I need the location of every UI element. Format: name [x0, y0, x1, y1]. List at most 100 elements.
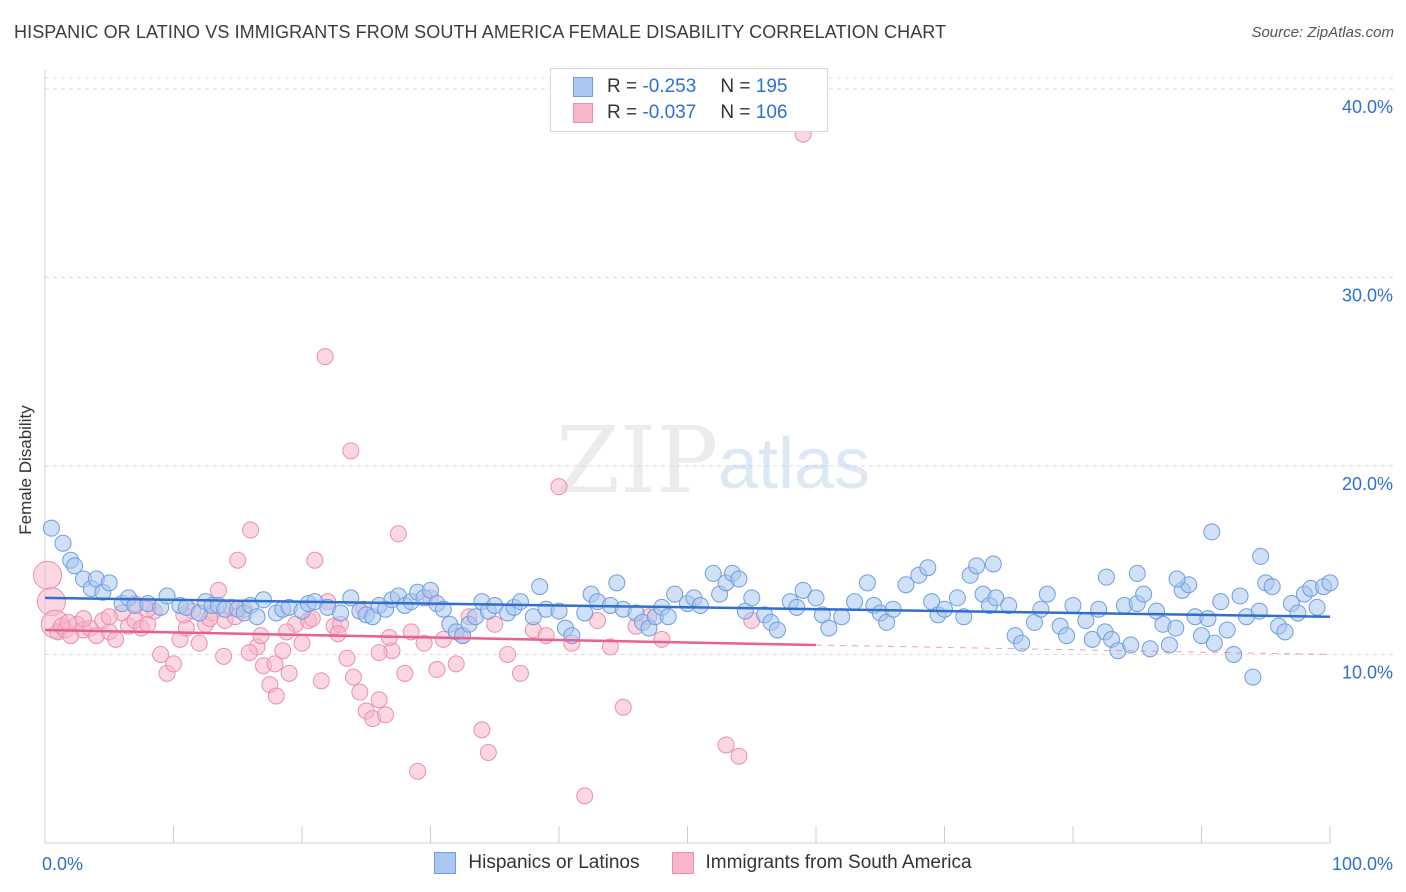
data-point-hispanics [833, 608, 851, 626]
data-point-immigrants [415, 634, 433, 652]
data-point-immigrants [312, 672, 330, 690]
data-point-immigrants [653, 630, 671, 648]
legend-r-label: R = [607, 102, 638, 123]
data-point-immigrants [499, 645, 517, 663]
legend-swatch-blue [434, 852, 457, 874]
watermark-zip: ZIP [556, 407, 718, 514]
data-point-immigrants [409, 762, 427, 780]
data-point-hispanics [858, 574, 876, 592]
data-point-hispanics [1128, 564, 1146, 582]
data-point-hispanics [794, 581, 812, 599]
data-point-immigrants [329, 625, 347, 643]
legend-n-value-blue: 195 [755, 76, 788, 97]
data-point-immigrants [434, 630, 452, 648]
data-point-immigrants [75, 610, 93, 628]
data-point-hispanics [1203, 523, 1221, 541]
data-point-immigrants [209, 581, 227, 599]
legend-r-value-blue: -0.253 [642, 76, 697, 97]
data-point-hispanics [691, 596, 709, 614]
data-point-hispanics [1160, 636, 1178, 654]
data-point-hispanics [846, 593, 864, 611]
data-point-hispanics [730, 570, 748, 588]
x-tick-label: 0.0% [42, 854, 83, 874]
data-point-immigrants [601, 638, 619, 656]
data-point-immigrants [293, 634, 311, 652]
data-point-immigrants [240, 644, 258, 662]
data-point-immigrants [589, 612, 607, 630]
data-point-hispanics [1167, 619, 1185, 637]
data-point-hispanics [1231, 587, 1249, 605]
data-point-hispanics [1193, 627, 1210, 645]
stats-legend: R = -0.253 N = 195 R = -0.037 N = 106 [550, 68, 828, 132]
legend-row-blue: R = -0.253 N = 195 [573, 75, 787, 99]
data-point-hispanics [948, 589, 966, 607]
data-point-immigrants [550, 478, 568, 496]
data-point-hispanics [807, 589, 825, 607]
legend-r-value-pink: -0.037 [642, 102, 697, 123]
trend-line-hispanics [44, 596, 1331, 619]
data-point-hispanics [1097, 568, 1115, 586]
data-point-hispanics [524, 608, 542, 626]
data-point-hispanics [1308, 598, 1326, 616]
data-point-hispanics [1205, 634, 1223, 652]
data-point-immigrants [229, 551, 247, 569]
data-point-immigrants [107, 630, 125, 648]
data-point-hispanics [1244, 668, 1262, 686]
data-point-immigrants [33, 560, 63, 590]
data-point-hispanics [768, 621, 786, 639]
watermark: ZIP atlas [556, 407, 870, 514]
data-point-hispanics [66, 557, 84, 575]
trend-line-immigrants-extension [815, 644, 1331, 655]
data-point-immigrants [152, 645, 170, 663]
data-point-immigrants [447, 655, 465, 673]
data-point-hispanics [743, 589, 761, 607]
axes [44, 70, 1331, 844]
data-point-immigrants [479, 744, 497, 762]
data-point-hispanics [1212, 593, 1230, 611]
data-point-hispanics [1199, 610, 1217, 628]
data-point-immigrants [614, 698, 632, 716]
legend-label-hispanics: Hispanics or Latinos [468, 852, 640, 873]
data-point-hispanics [550, 602, 568, 620]
data-point-hispanics [332, 604, 350, 622]
data-point-hispanics [1168, 570, 1186, 588]
data-point-immigrants [316, 348, 334, 366]
data-point-hispanics [42, 519, 60, 537]
data-point-hispanics [1321, 574, 1339, 592]
data-point-hispanics [1218, 621, 1236, 639]
data-point-hispanics [434, 600, 452, 618]
data-point-hispanics [1276, 623, 1294, 641]
data-point-hispanics [1289, 604, 1307, 622]
data-point-immigrants [266, 655, 284, 673]
data-point-immigrants [267, 687, 285, 705]
data-point-immigrants [59, 613, 77, 631]
legend-swatch-pink [671, 852, 694, 874]
data-point-hispanics [1032, 600, 1050, 618]
legend-n-label: N = [720, 76, 751, 97]
data-point-hispanics [968, 557, 986, 575]
data-point-hispanics [1077, 612, 1095, 630]
data-point-hispanics [248, 608, 266, 626]
legend-r-label: R = [607, 76, 638, 97]
data-point-hispanics [984, 555, 1002, 573]
data-point-hispanics [666, 585, 684, 603]
data-point-immigrants [190, 634, 208, 652]
series-blue-points [42, 519, 1339, 686]
data-point-immigrants [280, 664, 298, 682]
data-point-hispanics [1252, 547, 1270, 565]
legend-item-hispanics[interactable]: Hispanics or Latinos [434, 852, 640, 874]
data-point-immigrants [511, 664, 529, 682]
data-point-hispanics [936, 600, 953, 618]
legend-item-immigrants[interactable]: Immigrants from South America [671, 852, 972, 874]
data-point-hispanics [704, 564, 722, 582]
data-point-hispanics [1064, 596, 1082, 614]
data-point-immigrants [344, 668, 362, 686]
data-point-hispanics [100, 574, 118, 592]
data-point-immigrants [370, 644, 388, 662]
tick-labels: 10.0% 20.0% 30.0% 40.0% 0.0% 100.0% [42, 97, 1393, 874]
data-point-hispanics [987, 589, 1005, 607]
gridlines [45, 77, 1395, 655]
data-point-immigrants [351, 683, 369, 701]
legend-label-immigrants: Immigrants from South America [705, 852, 972, 873]
